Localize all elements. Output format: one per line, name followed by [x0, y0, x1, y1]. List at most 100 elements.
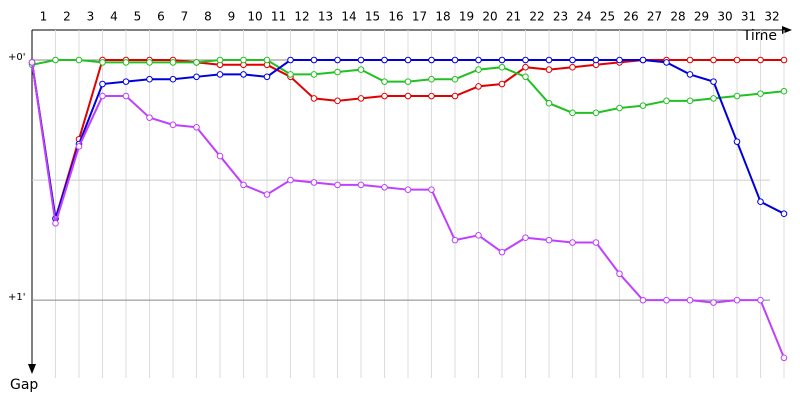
x-tick-label: 27: [647, 10, 662, 24]
point: [592, 56, 600, 64]
point: [710, 56, 717, 64]
point: [381, 92, 388, 100]
point: [686, 56, 694, 64]
point: [522, 56, 529, 64]
point: [498, 248, 506, 256]
point: [475, 66, 482, 73]
point: [569, 56, 576, 64]
point: [263, 56, 271, 64]
point: [733, 92, 741, 100]
x-tick-label: 18: [435, 10, 450, 24]
point: [404, 186, 412, 193]
point: [216, 56, 224, 64]
point: [334, 181, 341, 189]
x-axis-label: Time: [742, 28, 777, 44]
x-tick-label: 7: [181, 10, 189, 24]
point: [122, 78, 130, 85]
point: [522, 73, 529, 81]
point: [169, 75, 177, 83]
x-tick-label: 30: [717, 10, 732, 24]
point: [733, 138, 741, 145]
point: [334, 97, 341, 105]
x-tick-label: 10: [247, 10, 262, 24]
point: [334, 68, 341, 76]
x-tick-label: 20: [482, 10, 497, 24]
point: [146, 75, 153, 83]
point: [357, 56, 365, 64]
point: [381, 56, 388, 64]
point: [287, 56, 294, 64]
x-tick-label: 8: [204, 10, 212, 24]
point: [146, 114, 153, 121]
point: [780, 56, 788, 64]
point: [287, 71, 294, 78]
point: [592, 239, 600, 246]
point: [710, 299, 717, 306]
x-tick-label: 25: [600, 10, 615, 24]
point: [52, 220, 59, 227]
point: [757, 56, 764, 64]
point: [616, 270, 623, 278]
point: [686, 71, 694, 78]
point: [310, 56, 318, 64]
point: [569, 239, 576, 246]
y-arrow: [28, 364, 36, 374]
point: [663, 97, 670, 105]
point: [475, 83, 482, 90]
point: [451, 56, 459, 64]
y-axis-label: Gap: [10, 377, 38, 393]
point: [287, 176, 294, 184]
point: [545, 56, 553, 64]
point: [52, 56, 59, 64]
point: [28, 59, 36, 66]
x-tick-label: 4: [110, 10, 118, 24]
point: [616, 56, 623, 64]
y-tick-label: +0': [8, 52, 26, 63]
point: [498, 63, 506, 71]
point: [404, 92, 412, 100]
point: [169, 121, 177, 129]
point: [240, 71, 247, 78]
point: [99, 92, 106, 100]
point: [545, 66, 553, 73]
point: [639, 56, 647, 64]
point: [193, 73, 200, 81]
point: [780, 210, 788, 218]
point: [733, 296, 741, 304]
x-tick-label: 12: [294, 10, 309, 24]
x-tick-label: 29: [694, 10, 709, 24]
x-tick-label: 5: [134, 10, 142, 24]
point: [404, 56, 412, 64]
point: [428, 92, 435, 100]
point: [569, 63, 576, 71]
point: [99, 59, 106, 66]
point: [475, 56, 482, 64]
x-tick-label: 32: [764, 10, 779, 24]
point: [428, 56, 435, 64]
point: [710, 95, 717, 102]
point: [310, 179, 318, 186]
point: [404, 78, 412, 85]
point: [428, 75, 435, 83]
point: [451, 236, 459, 244]
point: [122, 92, 130, 100]
point: [757, 90, 764, 97]
point: [592, 109, 600, 117]
point: [216, 71, 224, 78]
point: [193, 59, 200, 66]
point: [498, 56, 506, 64]
x-tick-label: 1: [40, 10, 48, 24]
point: [381, 183, 388, 191]
point: [310, 71, 318, 78]
point: [780, 87, 788, 95]
x-tick-label: 24: [576, 10, 591, 24]
x-tick-label: 28: [670, 10, 685, 24]
point: [381, 78, 388, 85]
point: [733, 56, 741, 64]
point: [663, 296, 670, 304]
point: [686, 97, 694, 105]
point: [616, 104, 623, 112]
point: [522, 63, 529, 71]
x-tick-label: 6: [157, 10, 165, 24]
